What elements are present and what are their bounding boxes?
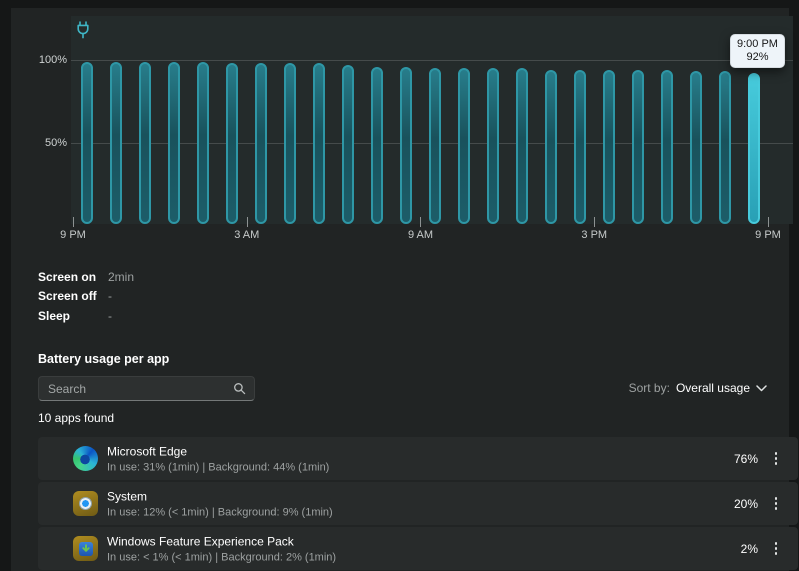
summary-row: Screen off - [38,287,134,307]
x-tick [767,217,769,227]
bar-7am[interactable] [371,66,384,224]
list-item[interactable]: Windows Feature Experience Pack In use: … [38,527,798,570]
bar-12am[interactable] [168,61,181,224]
apps-found-count: 10 apps found [38,411,115,425]
sort-by-label: Sort by: [628,381,670,395]
app-usage-details: In use: < 1% (< 1min) | Background: 2% (… [107,551,337,563]
search-icon[interactable] [233,382,246,395]
app-usage-details: In use: 31% (1min) | Background: 44% (1m… [107,461,330,473]
list-item[interactable]: System In use: 12% (< 1min) | Background… [38,482,798,525]
bar-5am[interactable] [313,63,326,224]
sort-by-value: Overall usage [675,381,750,395]
bar-3am[interactable] [255,63,268,224]
bar-6am[interactable] [342,64,355,224]
screen-time-summary: Screen on 2min Screen off - Sleep - [38,267,134,326]
bar-12pm[interactable] [515,68,528,224]
microsoft-edge-icon [73,446,98,471]
list-item[interactable]: Microsoft Edge In use: 31% (1min) | Back… [38,437,798,480]
chevron-down-icon [756,384,767,391]
bar-8am[interactable] [400,66,413,224]
app-name: Windows Feature Experience Pack [107,534,294,548]
summary-value: - [108,289,112,304]
system-gear-icon [73,491,98,516]
more-options-button[interactable] [764,536,788,562]
summary-row: Sleep - [38,306,134,326]
search-box[interactable] [38,376,255,401]
app-name: Microsoft Edge [107,444,188,458]
summary-label: Screen off [38,289,97,304]
y-axis-label-50: 50% [44,137,67,149]
bar-5pm[interactable] [660,69,673,224]
summary-value: 2min [108,269,135,284]
x-tick [420,217,422,227]
x-tick [594,217,596,227]
tooltip-value: 92% [746,51,769,63]
bar-10pm[interactable] [110,61,123,224]
bar-9pm[interactable] [81,61,94,224]
bar-6pm[interactable] [689,71,702,224]
x-tick-label: 9 AM [407,229,434,241]
app-name: System [107,489,148,503]
power-plug-icon [77,21,89,39]
x-tick-label: 9 PM [60,229,86,241]
bar-4am[interactable] [284,63,297,224]
bar-1pm[interactable] [544,69,557,224]
chart-tooltip: 9:00 PM 92% [730,34,785,68]
more-options-button[interactable] [764,446,788,472]
summary-label: Screen on [38,269,97,284]
sort-by-dropdown[interactable]: Sort by: Overall usage [629,381,767,395]
app-battery-percent: 2% [740,541,758,556]
app-usage-details: In use: 12% (< 1min) | Background: 9% (1… [107,506,333,518]
tooltip-time: 9:00 PM [737,38,778,50]
more-options-button[interactable] [764,491,788,517]
bar-11pm[interactable] [139,61,152,224]
bar-4pm[interactable] [631,69,644,224]
gridline-100 [71,60,793,61]
bar-7pm[interactable] [718,71,731,224]
bar-10am[interactable] [457,68,470,224]
app-battery-percent: 76% [733,451,758,466]
x-tick-label: 3 AM [234,229,260,241]
bar-2am[interactable] [226,63,239,224]
x-tick-label: 3 PM [581,229,608,241]
bar-1am[interactable] [197,61,210,224]
windows-feature-pack-icon [73,536,98,561]
bar-2pm[interactable] [573,69,586,224]
battery-settings-panel: 100% 50% 9 PM 3 AM 9 AM 3 PM 9 PM 9:00 PM 92… [11,8,798,571]
summary-label: Sleep [38,308,71,323]
y-axis-label-100: 100% [38,54,67,66]
bar-11am[interactable] [486,68,499,224]
x-tick [73,217,74,227]
summary-value: - [108,308,112,323]
section-heading: Battery usage per app [38,352,170,366]
x-tick-label: 9 PM [755,229,781,241]
bar-9am[interactable] [428,68,441,224]
bar-8pm[interactable] [747,73,760,224]
bar-3pm[interactable] [602,69,615,224]
search-input[interactable] [48,381,233,396]
app-battery-percent: 20% [733,496,758,511]
x-tick [246,217,248,227]
summary-row: Screen on 2min [38,267,134,287]
